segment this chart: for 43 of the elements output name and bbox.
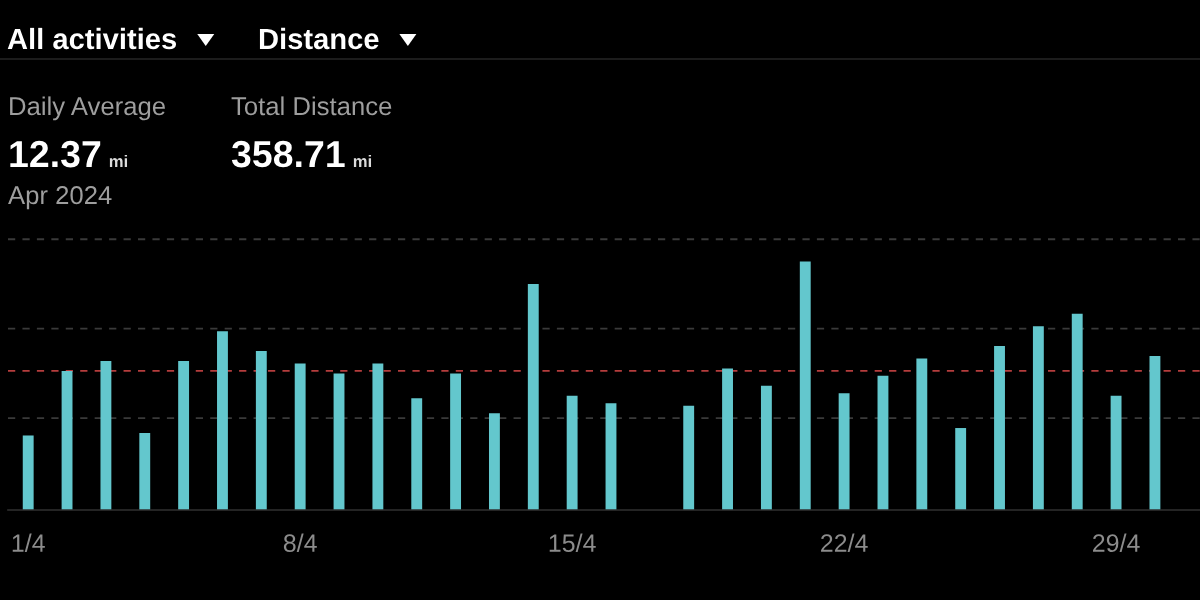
text: Daily Average	[10, 96, 165, 121]
bar	[760, 385, 772, 510]
bar	[683, 405, 695, 510]
bar	[178, 360, 190, 510]
bar	[838, 393, 850, 510]
text: Distance	[259, 27, 379, 50]
x-tick-label: 22/4	[821, 533, 868, 552]
bar	[411, 398, 423, 510]
bar	[722, 368, 733, 510]
text: 358.71	[231, 140, 345, 168]
bar	[333, 373, 345, 510]
bar	[1149, 355, 1161, 510]
text: All activities	[7, 27, 177, 50]
x-tick-label: 1/4	[12, 533, 45, 552]
bar	[489, 413, 500, 510]
bar	[994, 346, 1005, 510]
bar	[799, 261, 811, 510]
bar	[1071, 313, 1083, 510]
bar	[22, 435, 34, 510]
bar	[527, 283, 539, 510]
bar	[255, 351, 267, 510]
bar	[916, 358, 928, 510]
text: Apr 2024	[8, 186, 112, 210]
text: Total Distance	[231, 96, 392, 116]
bar	[566, 395, 578, 510]
bar	[139, 433, 151, 510]
bar	[877, 375, 889, 510]
bar	[372, 363, 384, 510]
bar	[1032, 326, 1044, 510]
bar	[100, 360, 112, 510]
bar	[450, 373, 462, 510]
text: mi	[109, 154, 128, 167]
x-tick-label: 29/4	[1093, 533, 1140, 552]
x-tick-label: 8/4	[283, 533, 317, 552]
bar	[1110, 395, 1122, 510]
bar	[605, 403, 617, 510]
bar	[294, 363, 306, 510]
bar	[217, 331, 228, 510]
x-tick-label: 15/4	[549, 533, 596, 552]
text: 12.37	[10, 140, 101, 168]
bar	[61, 370, 73, 510]
bar	[955, 428, 967, 510]
text: mi	[353, 154, 372, 167]
